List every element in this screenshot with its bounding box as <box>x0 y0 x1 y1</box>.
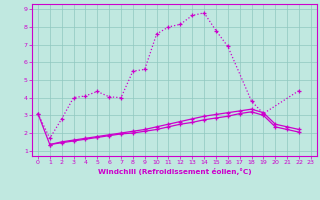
X-axis label: Windchill (Refroidissement éolien,°C): Windchill (Refroidissement éolien,°C) <box>98 168 251 175</box>
